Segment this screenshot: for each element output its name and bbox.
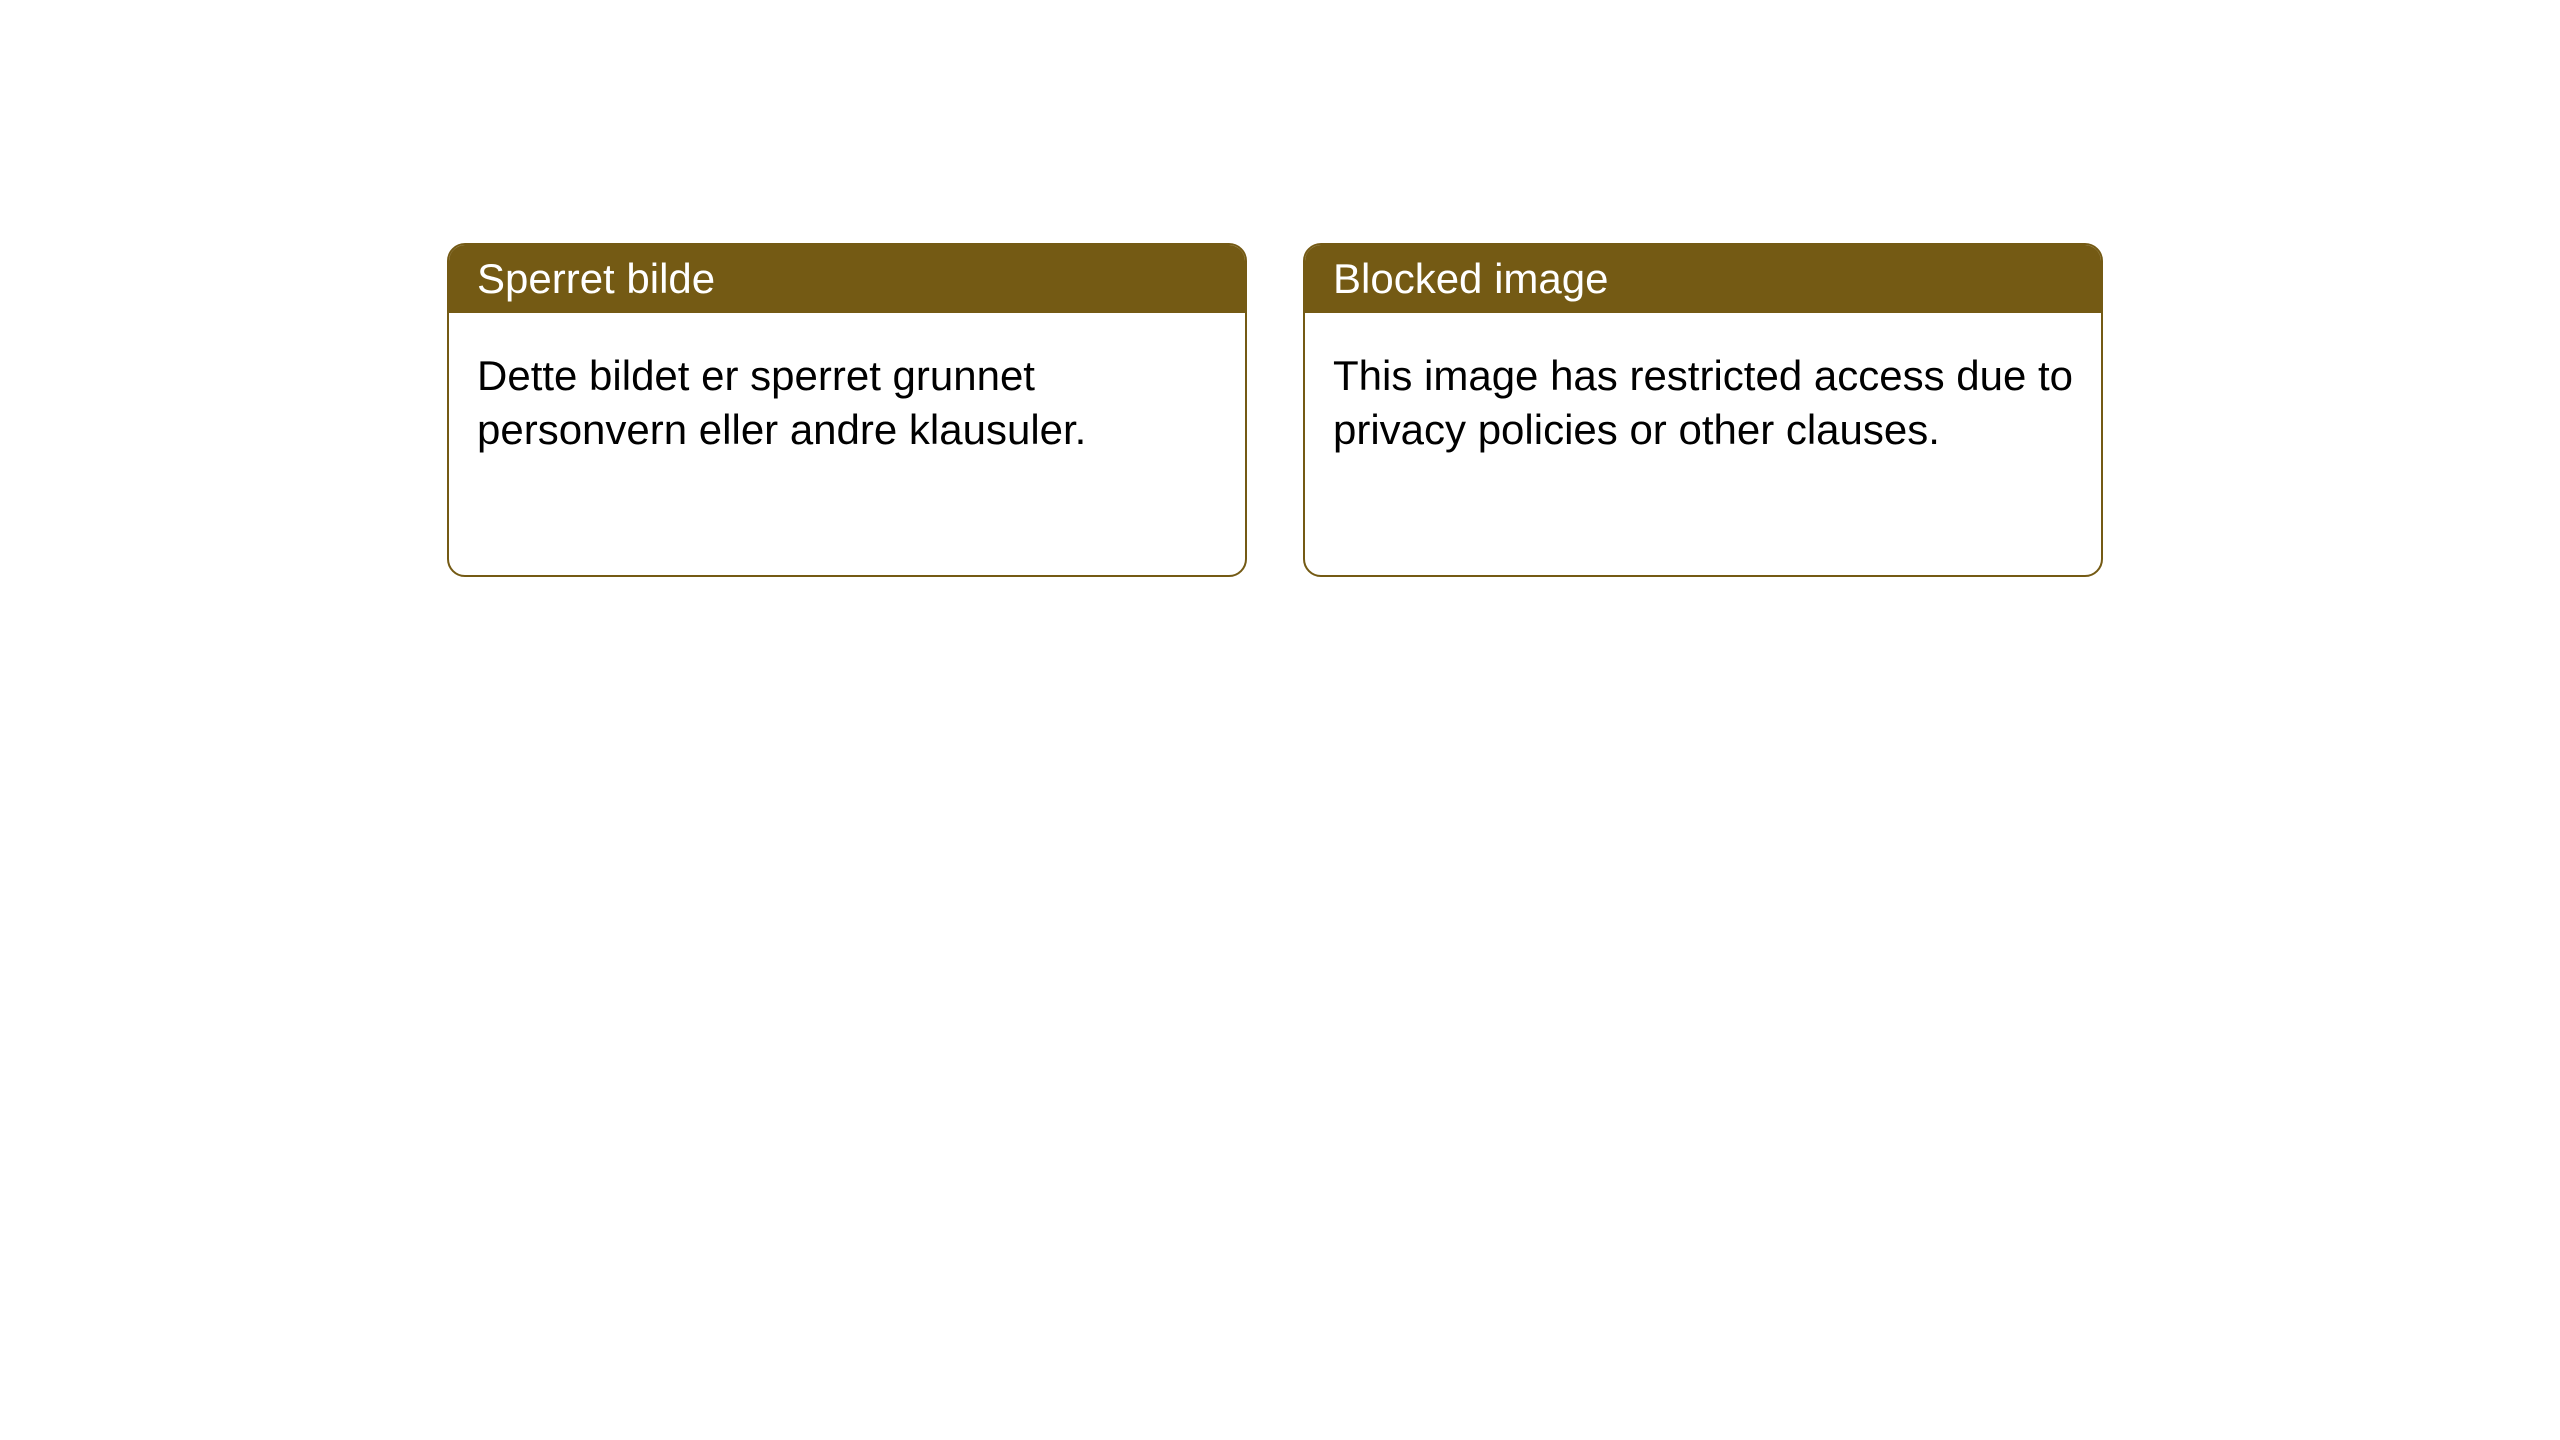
notices-container: Sperret bilde Dette bildet er sperret gr… [447, 243, 2103, 577]
notice-header: Blocked image [1305, 245, 2101, 313]
notice-title: Blocked image [1333, 255, 1608, 302]
notice-body-text: This image has restricted access due to … [1333, 352, 2073, 453]
notice-body: Dette bildet er sperret grunnet personve… [449, 313, 1245, 493]
notice-box-english: Blocked image This image has restricted … [1303, 243, 2103, 577]
notice-title: Sperret bilde [477, 255, 715, 302]
notice-body-text: Dette bildet er sperret grunnet personve… [477, 352, 1086, 453]
notice-header: Sperret bilde [449, 245, 1245, 313]
notice-body: This image has restricted access due to … [1305, 313, 2101, 493]
notice-box-norwegian: Sperret bilde Dette bildet er sperret gr… [447, 243, 1247, 577]
